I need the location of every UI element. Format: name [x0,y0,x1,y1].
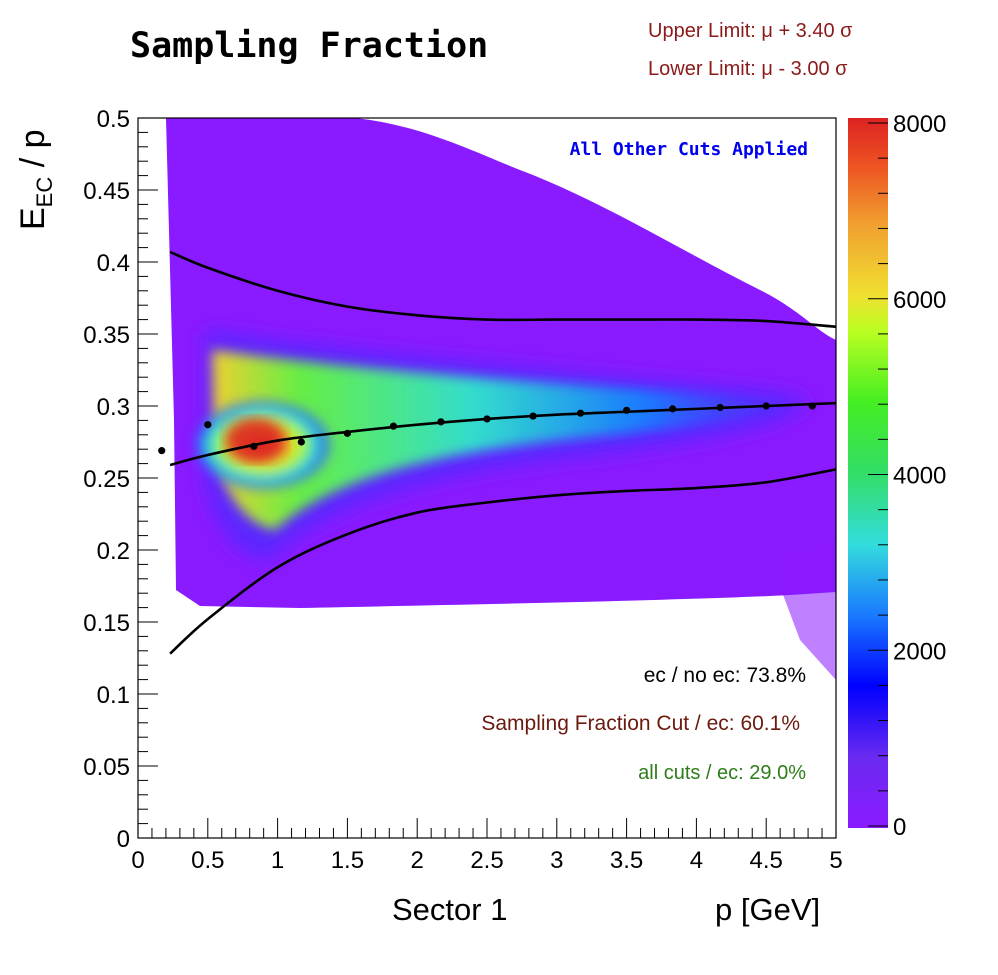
x-tick-label: 3 [550,847,563,874]
upper-limit-curve [169,250,836,329]
x-tick-label: 4.5 [750,847,783,874]
sf-cut-label: Sampling Fraction Cut / ec: 60.1% [481,712,800,735]
heatmap-sparse-tail [770,540,836,680]
colorbar-tick-label: 2000 [893,638,946,665]
upper-limit-label: Upper Limit: μ + 3.40 σ [648,20,853,42]
x-axis: 0 0.5 1 1.5 2 2.5 3 3.5 4 4.5 5 [131,818,843,874]
mean-point [437,418,445,426]
y-axis-title-main: E [14,207,52,230]
x-tick-label: 2.5 [470,847,503,874]
mean-point [297,438,305,446]
mean-point [669,405,677,413]
y-axis-title-sub: EC [31,176,57,208]
mean-point [808,402,816,410]
heatmap-peak [225,418,285,462]
mean-point [389,422,398,430]
x-tick-label: 2 [411,847,424,874]
colorbar-tick-label: 0 [893,814,906,841]
cuts-note: All Other Cuts Applied [570,139,808,160]
y-axis-title-tail: / p [14,129,52,177]
y-tick-label: 0.3 [97,394,130,421]
mean-point [343,429,351,437]
x-tick-label: 0 [131,847,144,874]
mean-point [204,421,212,429]
y-tick-label: 0.1 [97,682,130,709]
colorbar-tick-label: 6000 [893,287,946,314]
x-tick-label: 4 [690,847,703,874]
y-tick-label: 0 [117,826,130,853]
colorbar [848,118,888,828]
y-axis: 0 0.05 0.1 0.15 0.2 0.25 0.3 0.35 0.4 0.45 0.5 [83,106,158,853]
x-axis-title-left: Sector 1 [392,892,508,927]
x-tick-label: 1 [271,847,284,874]
lower-limit-label: Lower Limit: μ - 3.00 σ [648,58,848,80]
y-tick-label: 0.2 [97,538,130,565]
heatmap-area [166,118,836,680]
y-tick-label: 0.4 [97,250,130,277]
mean-point [158,447,166,455]
mean-point [250,442,258,450]
x-axis-title-right: p [GeV] [715,892,821,927]
y-axis-title: EEC / p [14,130,58,231]
mean-point [529,412,537,420]
colorbar-ticks: 0 2000 4000 6000 8000 [868,111,946,841]
y-tick-label: 0.5 [97,106,130,133]
ec-ratio-label: ec / no ec: 73.8% [644,664,806,687]
mean-point [483,415,491,423]
colorbar-tick-label: 8000 [893,111,946,138]
x-tick-label: 3.5 [610,847,643,874]
heatmap-middle-band [212,350,790,530]
x-tick-label: 5 [829,847,842,874]
x-tick-label: 0.5 [191,847,224,874]
mean-point [623,406,631,414]
y-tick-label: 0.25 [83,466,130,493]
mean-point [716,403,724,412]
colorbar-tick-label: 4000 [893,463,946,490]
mean-point [576,409,585,417]
x-tick-label: 1.5 [331,847,364,874]
y-tick-label: 0.35 [83,322,130,349]
y-tick-label: 0.45 [83,178,130,205]
mean-point [762,402,770,410]
lower-limit-curve [169,468,836,655]
y-tick-label: 0.05 [83,754,130,781]
mean-points [158,402,816,455]
chart-title: Sampling Fraction [130,26,489,66]
y-tick-label: 0.15 [83,610,130,637]
all-cuts-label: all cuts / ec: 29.0% [638,762,806,784]
